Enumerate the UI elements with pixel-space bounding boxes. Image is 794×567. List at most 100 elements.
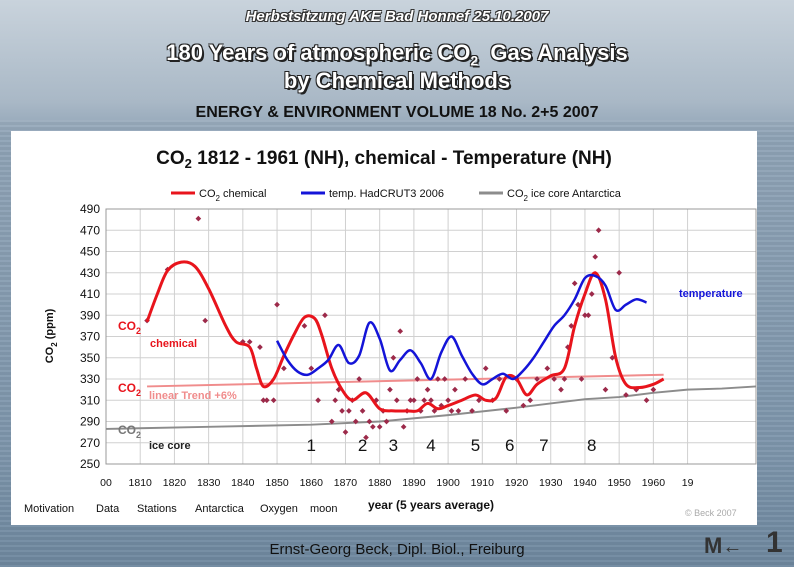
scatter-point: [322, 312, 328, 319]
scatter-point: [643, 397, 650, 404]
y-tick-label: 490: [80, 202, 100, 216]
menu-antarctica-link[interactable]: Antarctica: [195, 503, 244, 515]
plot-border: [105, 208, 757, 465]
period-number: 2: [358, 436, 367, 455]
scatter-point: [482, 365, 489, 372]
chart-labels: CO2 1812 - 1961 (NH), chemical - Tempera…: [44, 148, 743, 518]
slide-title-line1: 180 Years of atmospheric CO2 Gas Analysi…: [0, 40, 794, 68]
scatter-point: [263, 397, 270, 404]
period-number: 4: [426, 436, 435, 455]
scatter-point: [592, 253, 599, 260]
scatter-point: [359, 408, 366, 414]
annotation-trend-prefix-sub: 2: [136, 388, 141, 398]
scatter-point: [407, 397, 414, 404]
scatter-point: [448, 408, 455, 414]
legend-co2-label-post: chemical: [220, 188, 266, 200]
annotation-ice-prefix-pre: CO: [118, 423, 136, 437]
scatter-point: [308, 365, 315, 372]
slide-title-line2: by Chemical Methods: [283, 68, 511, 93]
scatter-point: [393, 397, 400, 404]
scatter-point: [260, 397, 267, 404]
y-tick-label: 410: [80, 287, 100, 301]
legend-co2-label-pre: CO: [199, 188, 216, 200]
annotation-co2-chemical-prefix-pre: CO: [118, 319, 136, 333]
scatter-point: [257, 344, 263, 350]
x-tick-label: 1820: [163, 477, 187, 489]
annotation-temperature: temperature: [679, 288, 743, 300]
scatter-point: [609, 354, 616, 361]
scatter-point: [270, 397, 277, 404]
scatter-point: [578, 376, 585, 382]
menu-moon-link[interactable]: moon: [310, 503, 338, 515]
scatter-point: [452, 386, 458, 393]
y-tick-label: 470: [80, 223, 100, 237]
title-subscript: 2: [470, 52, 479, 69]
scatter-point: [339, 408, 345, 414]
scatter-point: [455, 408, 462, 414]
x-tick-label: 1860: [300, 477, 324, 489]
annotation-trend-prefix-pre: CO: [118, 381, 136, 395]
linear-trend-line: [147, 373, 664, 388]
x-tick-label: 1950: [607, 477, 631, 489]
legend-co2-label: CO2 chemical: [199, 188, 266, 203]
y-tick-label: 390: [80, 308, 100, 322]
scatter-point: [315, 397, 321, 404]
scatter-point: [195, 215, 202, 222]
series-co2-chemical: [145, 260, 665, 413]
nav-page-number[interactable]: 1: [766, 526, 783, 559]
scatter-point: [544, 365, 551, 372]
scatter-point: [561, 376, 568, 382]
chart-title: CO2 1812 - 1961 (NH), chemical - Tempera…: [156, 148, 612, 171]
scatter-point: [414, 376, 421, 382]
scatter-point: [301, 323, 308, 329]
y-tick-label: 290: [80, 415, 100, 429]
scatter-point: [383, 418, 390, 425]
legend-ice-label-pre: CO: [507, 188, 524, 200]
series-temperature: [275, 273, 647, 386]
period-number: 7: [539, 436, 548, 455]
scatter-point: [595, 227, 602, 234]
menu-oxygen-link[interactable]: Oxygen: [260, 503, 298, 515]
scatter-points: [144, 215, 657, 441]
nav-menu-label: M: [704, 533, 723, 558]
legend-temp-label: temp. HadCRUT3 2006: [329, 188, 444, 200]
annotation-co2-chemical-prefix-sub: 2: [136, 326, 141, 336]
y-axis-label-pre: CO: [44, 346, 56, 363]
y-tick-label: 250: [80, 457, 100, 471]
scatter-point: [274, 301, 280, 308]
x-tick-label: 1850: [265, 477, 289, 489]
annotation-trend: linear Trend +6%: [149, 390, 237, 402]
scatter-point: [445, 397, 451, 404]
scatter-point: [588, 291, 595, 297]
scatter-point: [387, 386, 393, 393]
scatter-point: [370, 423, 376, 430]
y-tick-label: 430: [80, 266, 100, 280]
scatter-point: [332, 397, 339, 404]
period-number: 8: [587, 436, 596, 455]
period-number: 1: [307, 436, 316, 455]
x-tick-label: 19: [682, 477, 694, 489]
scatter-point: [582, 312, 588, 319]
scatter-point: [558, 386, 564, 393]
annotation-ice-prefix-sub: 2: [136, 430, 141, 440]
nav-menu-button[interactable]: M←: [704, 533, 742, 559]
x-tick-label: 1880: [368, 477, 392, 489]
scatter-point: [623, 392, 629, 398]
x-tick-label: 1930: [539, 477, 563, 489]
menu-stations-link[interactable]: Stations: [137, 503, 177, 515]
x-axis-label: year (5 years average): [368, 498, 494, 512]
menu-data-link[interactable]: Data: [96, 503, 120, 515]
scatter-point: [462, 376, 469, 382]
menu-motivation-link[interactable]: Motivation: [24, 503, 75, 515]
author-footer: Ernst-Georg Beck, Dipl. Biol., Freiburg: [269, 541, 525, 558]
annotation-co2-chemical-prefix: CO2: [118, 319, 141, 336]
scatter-point: [469, 408, 475, 414]
period-number: 5: [471, 436, 480, 455]
legend-ice-label-sub: 2: [524, 194, 529, 203]
arrow-left-icon: ←: [722, 536, 743, 558]
temperature-line: [275, 273, 647, 386]
chart-panel: 250 270 290 310 330 350 370 390 410 430 450 470 490 0…: [11, 131, 757, 525]
x-tick-label: 1840: [231, 477, 255, 489]
scatter-point: [328, 418, 335, 425]
scatter-point: [390, 354, 397, 361]
